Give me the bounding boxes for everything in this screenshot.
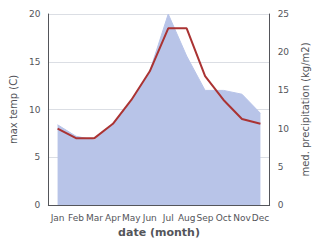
svg-text:10: 10 bbox=[278, 124, 290, 134]
svg-text:20: 20 bbox=[278, 47, 290, 57]
svg-text:5: 5 bbox=[35, 152, 41, 162]
svg-text:15: 15 bbox=[278, 85, 289, 95]
svg-text:0: 0 bbox=[35, 200, 41, 210]
svg-text:15: 15 bbox=[29, 57, 40, 67]
svg-text:May: May bbox=[122, 213, 141, 223]
svg-text:Jun: Jun bbox=[142, 213, 157, 223]
svg-text:5: 5 bbox=[278, 162, 284, 172]
svg-text:Aug: Aug bbox=[178, 213, 196, 223]
svg-text:med. precipitation (kg/m2): med. precipitation (kg/m2) bbox=[300, 42, 311, 176]
svg-text:Jul: Jul bbox=[162, 213, 174, 223]
svg-text:25: 25 bbox=[278, 9, 289, 19]
svg-text:10: 10 bbox=[29, 105, 41, 115]
svg-text:Mar: Mar bbox=[86, 213, 103, 223]
svg-text:Apr: Apr bbox=[105, 213, 121, 223]
svg-text:date (month): date (month) bbox=[118, 226, 200, 239]
svg-text:0: 0 bbox=[278, 200, 284, 210]
svg-text:Sep: Sep bbox=[197, 213, 214, 223]
svg-text:Nov: Nov bbox=[233, 213, 251, 223]
svg-text:Dec: Dec bbox=[252, 213, 269, 223]
svg-text:max temp (C): max temp (C) bbox=[8, 75, 19, 144]
svg-text:Jan: Jan bbox=[50, 213, 65, 223]
svg-text:Oct: Oct bbox=[216, 213, 232, 223]
svg-text:20: 20 bbox=[29, 9, 41, 19]
svg-text:Feb: Feb bbox=[68, 213, 84, 223]
